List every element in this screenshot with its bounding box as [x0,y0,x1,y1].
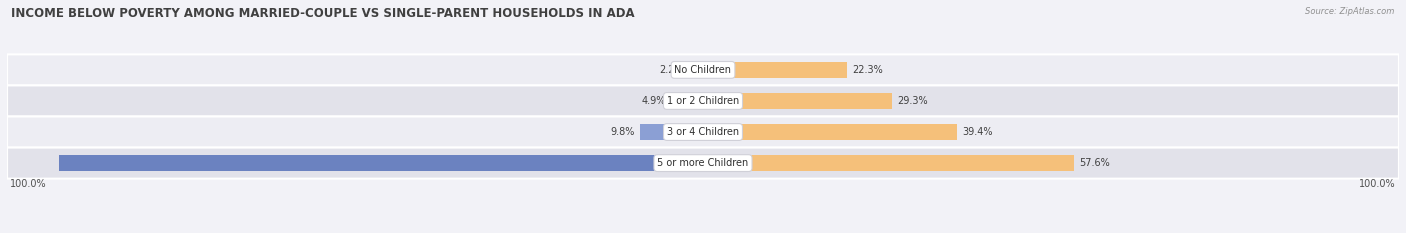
Bar [703,93,891,109]
Bar [672,93,703,109]
Bar [703,155,1074,171]
Bar [59,155,703,171]
Bar [640,124,703,140]
Text: 100.0%: 100.0% [10,179,46,189]
FancyBboxPatch shape [7,147,1399,179]
FancyBboxPatch shape [7,116,1399,147]
FancyBboxPatch shape [7,86,1399,116]
Text: Source: ZipAtlas.com: Source: ZipAtlas.com [1305,7,1395,16]
FancyBboxPatch shape [7,54,1399,86]
Text: 2.2%: 2.2% [659,65,683,75]
Bar [59,155,703,171]
Text: No Children: No Children [675,65,731,75]
Text: 29.3%: 29.3% [897,96,928,106]
Text: 39.4%: 39.4% [962,127,993,137]
Text: 100.0%: 100.0% [683,158,724,168]
Bar [689,62,703,78]
Bar [703,62,846,78]
Text: 5 or more Children: 5 or more Children [658,158,748,168]
Text: 4.9%: 4.9% [643,96,666,106]
Text: 100.0%: 100.0% [1360,179,1396,189]
Text: 22.3%: 22.3% [852,65,883,75]
Text: 9.8%: 9.8% [610,127,634,137]
Text: 57.6%: 57.6% [1080,158,1111,168]
Text: INCOME BELOW POVERTY AMONG MARRIED-COUPLE VS SINGLE-PARENT HOUSEHOLDS IN ADA: INCOME BELOW POVERTY AMONG MARRIED-COUPL… [11,7,636,20]
Bar [703,124,957,140]
Text: 1 or 2 Children: 1 or 2 Children [666,96,740,106]
Text: 3 or 4 Children: 3 or 4 Children [666,127,740,137]
